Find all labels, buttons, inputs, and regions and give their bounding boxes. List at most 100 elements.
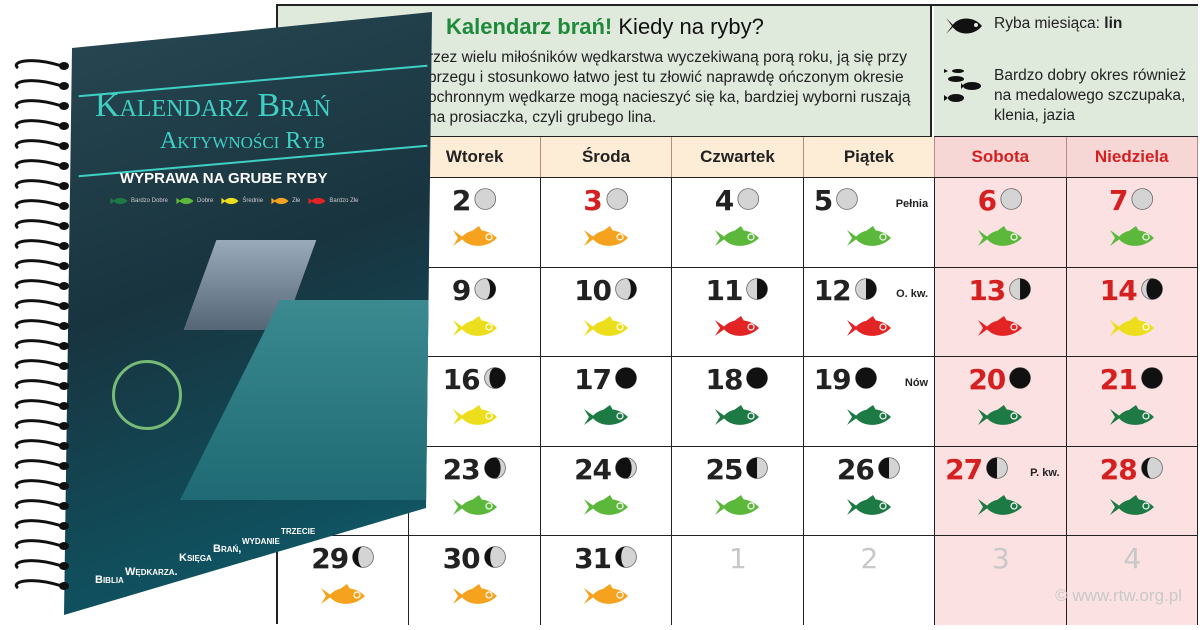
day-number: 1 <box>729 542 747 575</box>
scale-item: Złe <box>271 196 300 206</box>
day-number-text: 20 <box>968 363 1006 396</box>
fish-activity-icon <box>452 584 497 604</box>
moon-phase-icon <box>1009 367 1032 389</box>
day-cell[interactable]: 27 P. kw. <box>935 446 1067 535</box>
fish-activity-icon <box>1109 405 1154 425</box>
day-cell[interactable]: 3 <box>540 178 673 267</box>
day-number-text: 18 <box>705 363 743 396</box>
day-cell[interactable]: 7 <box>1066 178 1198 267</box>
fish-of-month-text: Ryba miesiąca: lin <box>994 14 1122 38</box>
day-number: 3 <box>583 184 628 217</box>
spiral-binding <box>14 59 69 590</box>
day-number: 18 <box>705 363 769 396</box>
fish-activity-icon <box>715 226 760 246</box>
fish-activity <box>846 494 892 524</box>
weekday-2: Środa <box>540 137 673 177</box>
day-number: 5 <box>814 184 859 217</box>
book-footer-word: wydanie <box>242 535 280 548</box>
day-cell[interactable]: 26 <box>803 446 936 535</box>
scale-fish-icon <box>110 197 128 205</box>
calendar-week: 29 30 31 1 2 3 4 <box>278 535 1198 625</box>
moon-phase-icon <box>352 546 374 568</box>
day-cell[interactable]: 16 <box>409 357 541 446</box>
day-cell[interactable]: 17 <box>540 357 673 446</box>
day-cell[interactable]: 21 <box>1066 357 1198 446</box>
moon-phase-icon <box>615 546 637 568</box>
day-cell[interactable]: 1 <box>672 536 804 625</box>
day-cell[interactable]: 11 <box>672 267 804 356</box>
day-cell[interactable]: 4 <box>672 178 804 267</box>
day-cell[interactable]: 5 Pełnia <box>803 178 936 267</box>
fish-activity-icon <box>584 584 629 604</box>
day-number-text: 7 <box>1108 184 1129 217</box>
fish-activity <box>320 584 366 613</box>
day-number: 24 <box>574 453 638 486</box>
day-number: 19 <box>814 363 878 396</box>
moon-phase-icon <box>854 277 877 300</box>
scale-label: Średnie <box>242 197 264 204</box>
day-cell[interactable]: 10 <box>540 267 673 356</box>
day-cell[interactable]: 2 <box>409 178 541 267</box>
fish-activity <box>452 315 498 345</box>
scale-item: Dobre <box>176 196 213 206</box>
day-number-text: 25 <box>705 452 743 486</box>
fish-of-month: Ryba miesiąca: lin <box>944 14 1122 38</box>
day-number-text: 30 <box>442 542 481 575</box>
day-cell[interactable]: 14 <box>1066 267 1198 356</box>
extra-fish-note: Bardzo dobry okres również na medalowego… <box>944 66 1194 126</box>
day-number-text: 28 <box>1099 452 1138 486</box>
day-cell[interactable]: 24 <box>540 446 673 535</box>
fish-activity <box>583 405 629 434</box>
fish-of-month-label: Ryba miesiąca: <box>994 15 1105 32</box>
day-number-text: 2 <box>451 184 472 217</box>
book-cover: Kalendarz Brań Aktywności Ryb WYPRAWA NA… <box>64 12 432 615</box>
book-footer-word: Brań, <box>213 542 242 555</box>
day-cell[interactable]: 2 <box>803 536 936 625</box>
day-number: 12 <box>814 274 878 307</box>
day-cell[interactable]: 20 <box>935 357 1067 446</box>
scale-item: Średnie <box>221 196 263 206</box>
moon-phase-icon <box>746 367 769 389</box>
day-cell[interactable]: 25 <box>672 446 804 535</box>
fish-activity <box>714 494 760 524</box>
day-cell[interactable]: 30 <box>409 536 541 625</box>
fish-activity <box>1109 226 1155 255</box>
day-number-text: 19 <box>813 363 852 396</box>
fish-activity-icon <box>321 584 366 604</box>
fish-activity <box>846 315 892 345</box>
day-cell[interactable]: 19 Nów <box>803 357 936 446</box>
day-number-text: 1 <box>729 542 747 575</box>
day-number: 13 <box>968 274 1032 307</box>
scale-label: Dobre <box>197 197 214 204</box>
day-cell[interactable]: 23 <box>409 446 541 535</box>
day-cell[interactable]: 18 <box>672 357 804 446</box>
day-cell[interactable]: 28 <box>1066 446 1198 535</box>
fish-activity <box>452 226 498 255</box>
book-footer-word: Wędkarza. <box>125 566 178 579</box>
day-cell[interactable]: 13 <box>935 267 1067 356</box>
day-number-text: 23 <box>442 452 481 486</box>
day-cell[interactable]: 6 <box>935 178 1067 267</box>
tench-icon <box>946 18 982 34</box>
day-cell[interactable]: 29 <box>278 536 410 625</box>
day-cell[interactable]: 4 <box>1066 536 1198 625</box>
fish-activity-icon <box>452 405 497 425</box>
moon-phase-icon <box>1000 188 1022 210</box>
day-number-text: 21 <box>1099 363 1138 396</box>
fish-activity <box>714 405 760 434</box>
day-number: 31 <box>574 542 638 575</box>
moon-phase-icon <box>1009 277 1032 300</box>
day-number-text: 3 <box>583 184 603 217</box>
moon-phase-icon <box>836 188 858 210</box>
day-cell[interactable]: 3 <box>935 536 1067 625</box>
day-cell[interactable]: 9 <box>409 267 541 356</box>
fish-activity <box>714 226 760 255</box>
day-cell[interactable]: 31 <box>540 536 673 625</box>
day-cell[interactable]: 12 O. kw. <box>803 267 936 356</box>
scale-fish-icon <box>221 197 239 205</box>
moon-phase-icon <box>1131 188 1154 210</box>
day-number: 26 <box>837 453 901 486</box>
moon-phase-icon <box>483 367 506 389</box>
fish-activity-icon <box>584 494 629 515</box>
book-footer: Biblia Wędkarza. Księga Brań, wydanie tr… <box>64 12 432 615</box>
